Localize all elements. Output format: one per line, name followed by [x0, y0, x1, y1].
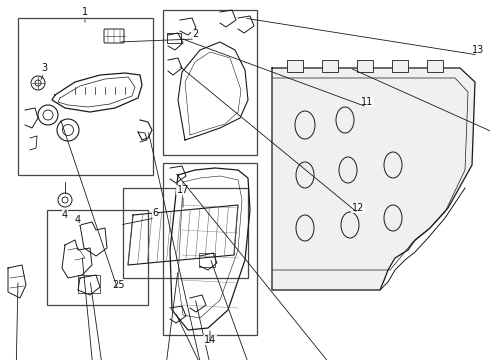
Bar — [392, 60, 408, 72]
Text: 25: 25 — [112, 280, 124, 290]
Text: 11: 11 — [361, 97, 373, 107]
Text: 14: 14 — [204, 335, 216, 345]
Bar — [427, 60, 443, 72]
Text: 17: 17 — [177, 185, 189, 195]
Text: 12: 12 — [352, 203, 364, 213]
Bar — [123, 188, 248, 278]
Polygon shape — [272, 68, 475, 290]
Text: 3: 3 — [41, 63, 47, 73]
Text: 6: 6 — [152, 208, 158, 218]
Bar — [163, 163, 257, 335]
Text: 4: 4 — [75, 215, 81, 225]
Bar — [163, 10, 257, 155]
Text: 1: 1 — [82, 7, 88, 17]
Text: 4: 4 — [62, 210, 68, 220]
Bar — [287, 60, 303, 72]
Bar — [322, 60, 338, 72]
Bar — [47, 210, 148, 305]
Text: 13: 13 — [472, 45, 484, 55]
Bar — [18, 18, 153, 175]
Text: 2: 2 — [192, 29, 198, 39]
Bar — [357, 60, 373, 72]
